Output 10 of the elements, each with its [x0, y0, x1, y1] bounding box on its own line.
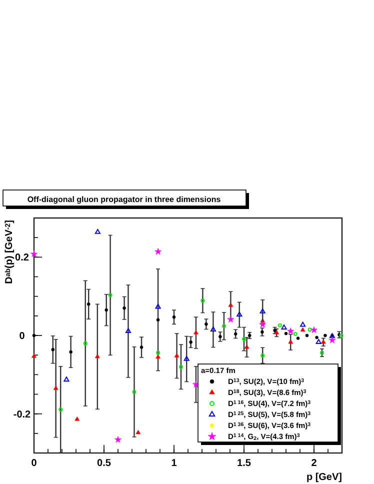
x-tick-label: 0.5 — [97, 458, 112, 469]
x-tick-label: 1 — [171, 458, 178, 469]
chart-title: Off-diagonal gluon propagator in three dimensions — [27, 195, 222, 204]
y-tick-label: -0.2 — [13, 409, 32, 420]
y-tick-label: 0 — [19, 331, 26, 342]
x-tick-label: 2 — [311, 458, 318, 469]
x-tick-label: 1.5 — [237, 458, 252, 469]
y-tick-label: 0.2 — [15, 252, 30, 264]
x-axis-title: p [GeV] — [306, 472, 342, 483]
x-tick-label: 0 — [31, 458, 38, 469]
